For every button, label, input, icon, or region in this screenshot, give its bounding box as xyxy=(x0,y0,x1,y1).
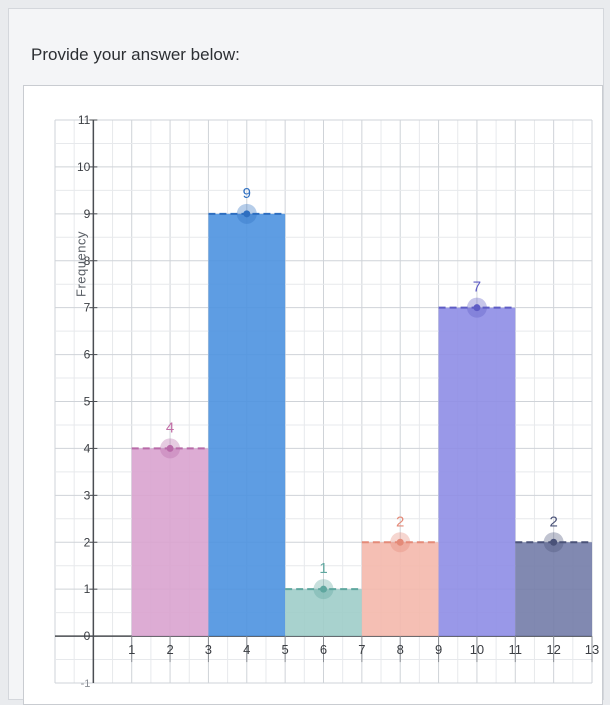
x-tick-label: 5 xyxy=(282,642,289,657)
bar-value-label-4: 2 xyxy=(396,513,404,530)
bar-3[interactable] xyxy=(285,589,362,637)
histogram-plot[interactable]: 4 9 1 2 7 2 1 2 3 4 5 6 7 8 9 10 11 12 13 0 1 2 3 4 5 6 7 8 9 10 11 -1 … xyxy=(23,85,603,705)
x-tick-label: 13 xyxy=(585,642,599,657)
y-tick-label: 10 xyxy=(77,160,91,174)
x-tick-label: 9 xyxy=(435,642,442,657)
x-tick-label: 3 xyxy=(205,642,212,657)
x-tick-label: 10 xyxy=(470,642,484,657)
bar-handle-1[interactable] xyxy=(166,444,174,452)
x-tick-label: 12 xyxy=(546,642,560,657)
y-tick-label: 3 xyxy=(84,488,91,502)
x-tick-label: 4 xyxy=(243,642,250,657)
bar-handle-2[interactable] xyxy=(243,210,251,218)
y-tick-label: 11 xyxy=(78,113,91,127)
bar-5[interactable] xyxy=(438,307,516,637)
bar-value-label-6: 2 xyxy=(549,513,557,530)
y-tick-label: 6 xyxy=(84,348,91,362)
y-tick-label: 4 xyxy=(84,441,91,455)
bar-value-label-2: 9 xyxy=(243,185,251,202)
y-tick-label: 5 xyxy=(84,395,91,409)
y-tick-label: 0 xyxy=(84,629,91,643)
y-axis-label: Frequency xyxy=(73,231,89,297)
bar-handle-5[interactable] xyxy=(473,304,481,312)
y-tick-label-negative: -1 xyxy=(81,678,91,690)
y-tick-label: 7 xyxy=(84,301,91,315)
x-tick-label: 2 xyxy=(166,642,173,657)
x-tick-label: 7 xyxy=(358,642,365,657)
x-tick-label: 8 xyxy=(397,642,404,657)
bar-1[interactable] xyxy=(131,448,209,637)
bar-handle-4[interactable] xyxy=(396,538,404,546)
y-tick-label: 8 xyxy=(84,254,91,268)
y-tick-label: 2 xyxy=(84,535,91,549)
bar-value-label-5: 7 xyxy=(473,279,481,296)
x-tick-label: 6 xyxy=(320,642,327,657)
prompt-text: Provide your answer below: xyxy=(31,45,240,64)
y-tick-label: 9 xyxy=(84,207,91,221)
x-tick-label: 11 xyxy=(509,642,523,657)
x-tick-label: 1 xyxy=(128,642,135,657)
bar-6[interactable] xyxy=(515,542,592,637)
bar-value-label-1: 4 xyxy=(166,419,174,436)
bar-2[interactable] xyxy=(208,213,286,637)
bar-handle-6[interactable] xyxy=(550,538,558,546)
y-tick-label: 1 xyxy=(84,582,91,596)
bar-4[interactable] xyxy=(361,542,439,637)
bar-handle-3[interactable] xyxy=(320,585,327,593)
bar-value-label-3: 1 xyxy=(319,560,327,577)
